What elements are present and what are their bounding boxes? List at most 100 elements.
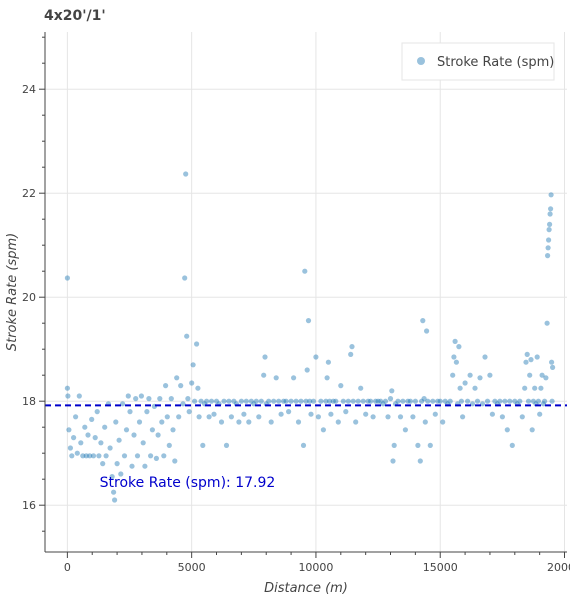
data-point [477, 375, 483, 381]
data-point [484, 398, 491, 404]
data-point [474, 398, 481, 404]
data-point [109, 474, 115, 480]
data-point [395, 398, 401, 404]
data-point [324, 375, 330, 381]
data-point [303, 398, 309, 404]
data-point [350, 398, 356, 404]
data-point [315, 414, 321, 420]
data-point [502, 398, 508, 404]
data-point [185, 396, 191, 402]
data-point [129, 463, 135, 469]
data-point [133, 396, 139, 402]
data-point [335, 419, 341, 425]
data-point [529, 427, 535, 433]
data-point [512, 398, 518, 404]
data-point [543, 375, 549, 381]
data-point [530, 398, 537, 404]
data-point [519, 414, 525, 420]
data-point [472, 385, 478, 391]
data-point [487, 372, 493, 378]
data-point [112, 497, 118, 503]
data-point [527, 372, 533, 378]
data-point [231, 398, 237, 404]
data-point [419, 398, 425, 404]
data-point [492, 398, 498, 404]
data-point [410, 414, 416, 420]
data-point [479, 401, 486, 407]
data-point [283, 398, 289, 404]
data-point [499, 414, 505, 420]
data-point [123, 427, 130, 433]
data-point [293, 398, 299, 404]
data-point [546, 227, 552, 233]
data-point [430, 398, 436, 404]
data-point [382, 398, 389, 404]
data-point [420, 318, 426, 324]
data-point [422, 419, 428, 425]
data-point [453, 359, 459, 365]
data-point [402, 427, 408, 433]
data-point [467, 372, 473, 378]
data-point [103, 453, 109, 459]
data-point [340, 398, 346, 404]
legend-label: Stroke Rate (spm) [437, 55, 554, 70]
data-point [308, 411, 314, 417]
y-tick-label: 18 [22, 395, 36, 408]
data-point [273, 375, 279, 381]
data-point [64, 275, 70, 281]
data-point [333, 398, 339, 404]
data-point [248, 398, 254, 404]
data-point [261, 372, 267, 378]
data-point [328, 411, 334, 417]
x-tick-label: 20000 [547, 561, 570, 574]
data-point [200, 442, 206, 448]
data-point [218, 419, 225, 425]
data-point [458, 398, 464, 404]
data-point [390, 458, 396, 464]
data-point [497, 398, 503, 404]
data-point [163, 383, 169, 389]
data-point [524, 351, 530, 357]
data-point [440, 419, 446, 425]
data-point [161, 453, 167, 459]
data-point [323, 398, 329, 404]
data-point [469, 401, 476, 407]
data-point [545, 245, 551, 251]
data-point [118, 471, 124, 477]
data-point [549, 359, 555, 365]
data-point [120, 401, 126, 407]
data-point [196, 414, 202, 420]
data-point [198, 398, 204, 404]
data-point [389, 388, 395, 394]
data-point [417, 458, 423, 464]
legend: Stroke Rate (spm) [401, 42, 555, 81]
legend-box [401, 42, 555, 81]
data-point [437, 398, 443, 404]
x-tick-label: 0 [64, 561, 71, 574]
data-point [194, 341, 200, 347]
data-point [462, 380, 468, 386]
data-point [184, 333, 190, 339]
data-point [100, 461, 106, 467]
data-point [452, 338, 458, 344]
data-point [192, 398, 198, 404]
data-point [168, 396, 174, 402]
data-point [195, 385, 201, 391]
data-point [71, 435, 77, 441]
data-point [125, 393, 131, 399]
data-point [360, 398, 366, 404]
data-point [310, 398, 317, 404]
data-point [320, 427, 326, 433]
data-point [140, 440, 146, 446]
data-point [482, 354, 488, 360]
data-points [64, 171, 556, 503]
data-point [266, 398, 272, 404]
data-point [67, 445, 73, 451]
data-point [178, 383, 184, 389]
data-point [546, 237, 552, 243]
data-point [73, 414, 79, 420]
data-point [166, 442, 172, 448]
data-point [253, 398, 259, 404]
data-point [385, 414, 391, 420]
data-point [532, 385, 538, 391]
